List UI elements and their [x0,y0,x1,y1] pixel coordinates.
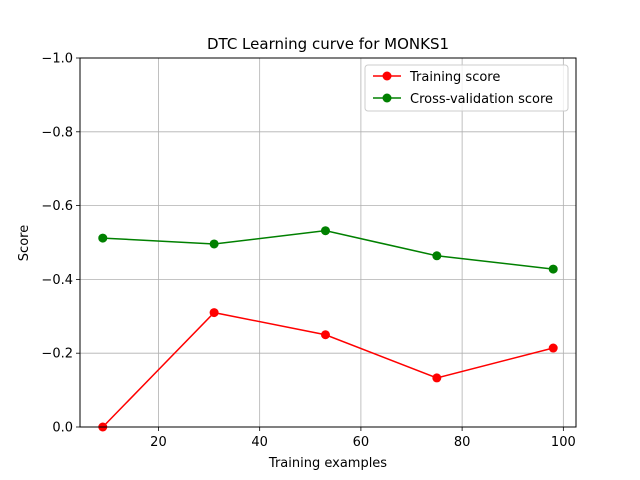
legend-label-1: Cross-validation score [410,92,553,107]
x-tick-label: 20 [150,435,167,450]
y-tick-label: 0.0 [52,421,73,436]
series-0-point [320,330,330,340]
y-tick-label: −0.2 [41,347,73,362]
series-1-point [548,264,558,274]
legend: Training score Cross-validation score [364,64,569,112]
legend-box [364,64,569,112]
x-tick-label: 100 [551,435,576,450]
y-tick-label: −0.4 [41,273,73,288]
series-1-point [209,239,219,249]
series-1-point [320,226,330,236]
series-1-point [432,251,442,261]
legend-marker-1 [382,93,392,103]
plot-frame [79,57,577,428]
y-tick-label: −0.8 [41,125,73,140]
series-layer [98,226,558,432]
chart-title: DTC Learning curve for MONKS1 [207,35,449,53]
legend-label-0: Training score [409,70,500,85]
series-0-point [209,308,219,318]
axis-ticks: 20 40 60 80 100 0.0 −0.2 −0.4 −0.6 −0.8 −1.0 [41,52,575,451]
y-tick-label: −1.0 [41,52,73,67]
x-tick-label: 80 [454,435,471,450]
x-tick-label: 60 [353,435,370,450]
series-0-point [548,343,558,353]
y-axis-label: Score [17,225,32,261]
x-axis-label: Training examples [268,456,387,471]
y-tick-label: −0.6 [41,199,73,214]
series-1-point [98,233,108,243]
series-0-point [432,373,442,383]
legend-marker-0 [382,71,392,81]
x-tick-label: 40 [251,435,268,450]
